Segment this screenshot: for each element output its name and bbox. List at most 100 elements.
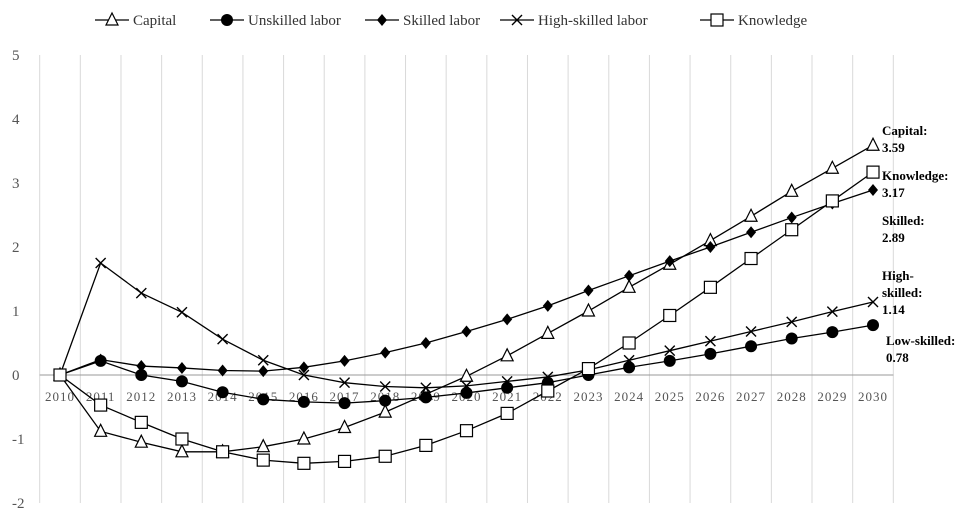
y-tick-label: 3	[12, 176, 20, 192]
point-triangle	[134, 433, 149, 448]
x-tick-label: 2010	[45, 389, 75, 404]
legend-label: Skilled labor	[403, 13, 480, 29]
point-x	[867, 296, 879, 308]
x-tick-label: 2013	[167, 389, 197, 404]
point-square	[134, 415, 148, 429]
point-x	[339, 377, 351, 389]
point-circle	[826, 326, 839, 339]
series-capital	[53, 136, 880, 458]
point-square	[378, 449, 392, 463]
vertical-gridlines	[39, 55, 894, 503]
point-x	[542, 371, 554, 383]
point-x	[95, 257, 107, 269]
point-square	[297, 456, 311, 470]
series-skilled-labor	[55, 184, 878, 381]
point-square	[703, 280, 718, 294]
legend-label: High-skilled labor	[538, 13, 648, 29]
legend-label: Capital	[133, 13, 176, 29]
end-value-annotations: Capital: 3.59 Knowledge: 3.17 Skilled: 2…	[882, 123, 955, 365]
y-tick-label: -1	[12, 432, 25, 448]
point-diamond	[136, 360, 147, 373]
point-x	[176, 306, 188, 318]
point-square	[216, 445, 230, 459]
point-triangle	[866, 136, 880, 151]
point-square	[710, 13, 724, 27]
point-diamond	[624, 269, 635, 282]
point-square	[500, 406, 514, 420]
point-triangle	[540, 325, 555, 339]
point-square	[459, 424, 474, 438]
point-square	[175, 432, 189, 446]
point-triangle	[784, 182, 799, 197]
legend-label: Knowledge	[738, 13, 807, 29]
x-tick-label: 2023	[573, 389, 603, 404]
point-x	[217, 333, 229, 345]
x-tick-label: 2027	[736, 389, 766, 404]
y-tick-label: 0	[12, 368, 20, 384]
point-circle	[175, 375, 188, 388]
point-circle	[501, 381, 514, 394]
point-x	[704, 335, 716, 347]
point-x	[745, 325, 757, 337]
point-square	[541, 384, 555, 398]
point-square	[825, 194, 839, 208]
point-triangle	[256, 438, 271, 453]
point-diamond	[664, 255, 675, 268]
y-tick-label: 5	[12, 48, 20, 64]
point-diamond	[258, 365, 269, 378]
point-square	[337, 454, 352, 468]
point-triangle	[500, 347, 515, 362]
point-diamond	[583, 284, 594, 297]
point-x	[461, 380, 472, 392]
point-diamond	[502, 313, 513, 326]
point-diamond	[868, 184, 878, 197]
x-tick-label: 2012	[126, 389, 156, 404]
legend-item: High-skilled labor	[500, 13, 648, 29]
point-circle	[623, 361, 636, 374]
point-diamond	[95, 353, 106, 366]
point-circle	[135, 369, 148, 381]
legend: Capital Unskilled labor Skilled labor High-…	[95, 11, 807, 29]
point-x	[379, 381, 391, 393]
x-tick-label: 2026	[695, 389, 725, 404]
point-diamond	[176, 361, 187, 374]
point-square	[94, 398, 108, 412]
legend-item: Unskilled labor	[210, 13, 341, 29]
series-lines	[53, 136, 880, 470]
point-circle	[379, 394, 392, 407]
point-circle	[221, 14, 233, 26]
annotation-knowledge: Knowledge: 3.17	[882, 168, 952, 200]
point-circle	[297, 395, 310, 408]
point-diamond	[786, 211, 797, 224]
point-triangle	[174, 443, 189, 458]
point-triangle	[378, 403, 393, 418]
x-tick-label: 2021	[492, 389, 522, 404]
x-tick-label: 2017	[330, 389, 360, 404]
point-square	[53, 368, 67, 382]
x-tick-label: 2028	[777, 389, 807, 404]
point-diamond	[380, 346, 391, 359]
point-diamond	[377, 14, 387, 26]
point-triangle	[622, 278, 637, 293]
x-tick-label: 2029	[817, 389, 847, 404]
point-x	[664, 345, 676, 357]
point-triangle	[581, 302, 596, 317]
point-x	[298, 369, 310, 381]
y-tick-label: 4	[12, 112, 20, 128]
point-triangle	[93, 422, 108, 437]
point-square	[622, 336, 636, 350]
x-tick-label: 2030	[858, 389, 888, 404]
axes: -2-1012345201020112012201320142015201620…	[12, 48, 894, 512]
point-diamond	[461, 325, 472, 338]
point-diamond	[298, 361, 309, 374]
series-high-skilled-labor	[54, 257, 879, 394]
point-diamond	[217, 364, 228, 377]
point-x	[786, 316, 798, 328]
legend-item: Skilled labor	[365, 13, 480, 29]
point-circle	[745, 340, 758, 353]
legend-item: Capital	[95, 11, 176, 29]
legend-item: Knowledge	[700, 13, 807, 29]
point-circle	[216, 386, 229, 399]
point-circle	[663, 354, 676, 367]
point-circle	[785, 332, 798, 345]
